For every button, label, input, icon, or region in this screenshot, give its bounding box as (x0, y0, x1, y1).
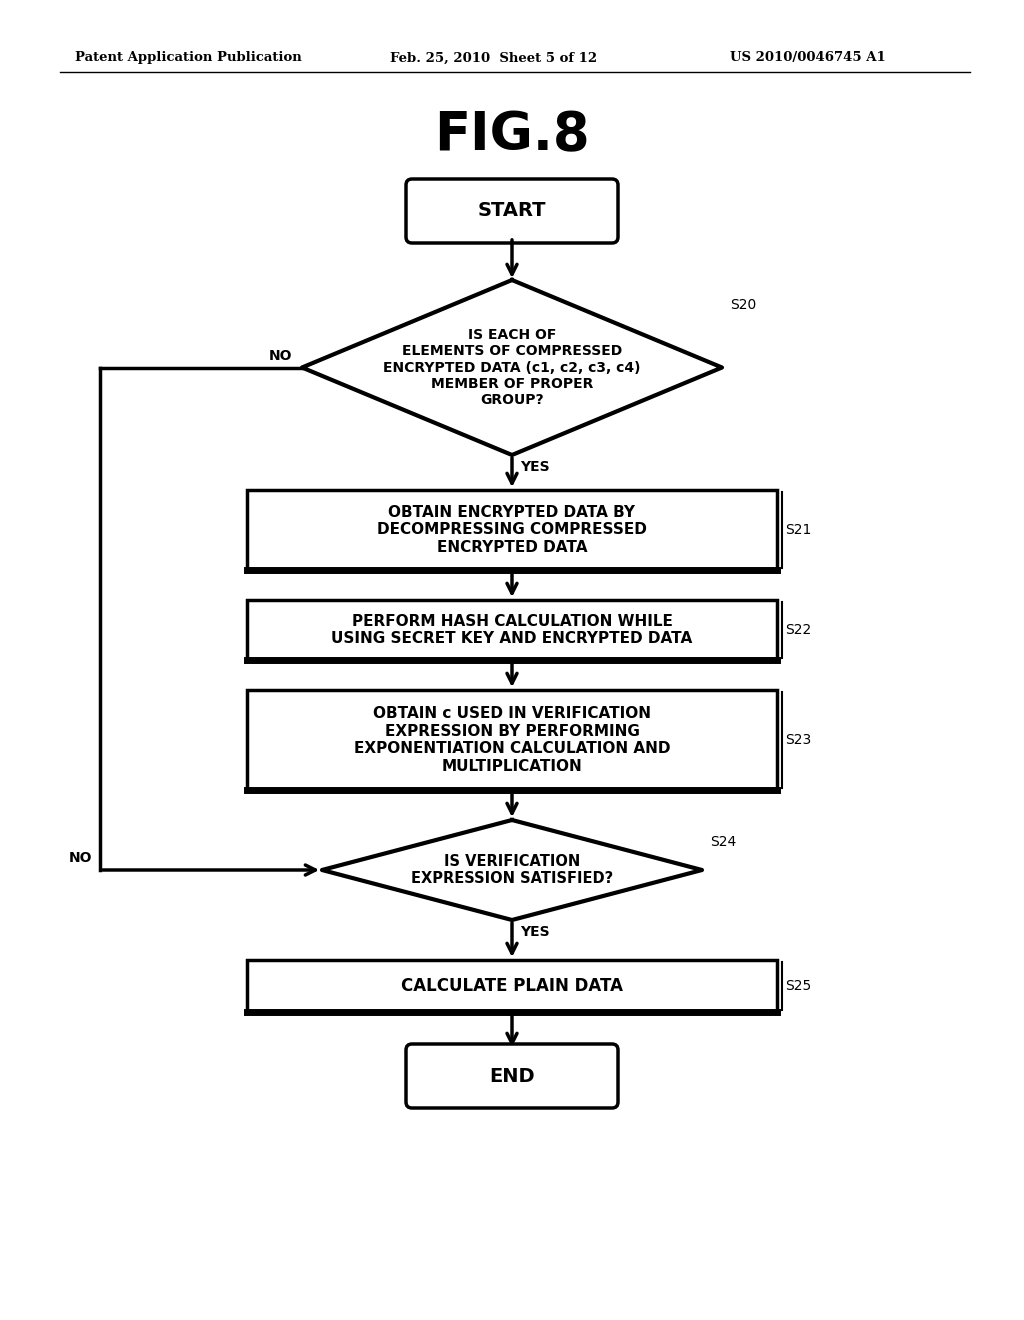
Text: CALCULATE PLAIN DATA: CALCULATE PLAIN DATA (401, 977, 623, 995)
Polygon shape (302, 280, 722, 455)
Text: S20: S20 (730, 298, 757, 312)
Bar (247, 690, 777, 789)
Text: NO: NO (268, 348, 292, 363)
Text: YES: YES (520, 459, 550, 474)
Text: S24: S24 (710, 836, 736, 849)
FancyBboxPatch shape (406, 1044, 618, 1107)
Bar (247, 601, 777, 660)
Text: Feb. 25, 2010  Sheet 5 of 12: Feb. 25, 2010 Sheet 5 of 12 (390, 51, 597, 65)
FancyBboxPatch shape (406, 180, 618, 243)
Text: Patent Application Publication: Patent Application Publication (75, 51, 302, 65)
Text: S21: S21 (785, 523, 811, 537)
Text: START: START (478, 202, 546, 220)
Text: PERFORM HASH CALCULATION WHILE
USING SECRET KEY AND ENCRYPTED DATA: PERFORM HASH CALCULATION WHILE USING SEC… (332, 614, 692, 647)
Bar (247, 960, 777, 1012)
Text: NO: NO (69, 851, 92, 865)
Text: OBTAIN ENCRYPTED DATA BY
DECOMPRESSING COMPRESSED
ENCRYPTED DATA: OBTAIN ENCRYPTED DATA BY DECOMPRESSING C… (377, 506, 647, 554)
Text: IS EACH OF
ELEMENTS OF COMPRESSED
ENCRYPTED DATA (c1, c2, c3, c4)
MEMBER OF PROP: IS EACH OF ELEMENTS OF COMPRESSED ENCRYP… (383, 329, 641, 407)
Text: S23: S23 (785, 733, 811, 747)
Text: FIG.8: FIG.8 (434, 110, 590, 161)
Text: S22: S22 (785, 623, 811, 638)
Bar (247, 490, 777, 570)
Text: US 2010/0046745 A1: US 2010/0046745 A1 (730, 51, 886, 65)
Text: END: END (489, 1067, 535, 1085)
Text: YES: YES (520, 925, 550, 939)
Text: IS VERIFICATION
EXPRESSION SATISFIED?: IS VERIFICATION EXPRESSION SATISFIED? (411, 854, 613, 886)
Text: OBTAIN c USED IN VERIFICATION
EXPRESSION BY PERFORMING
EXPONENTIATION CALCULATIO: OBTAIN c USED IN VERIFICATION EXPRESSION… (353, 706, 671, 774)
Text: S25: S25 (785, 979, 811, 993)
Polygon shape (322, 820, 702, 920)
